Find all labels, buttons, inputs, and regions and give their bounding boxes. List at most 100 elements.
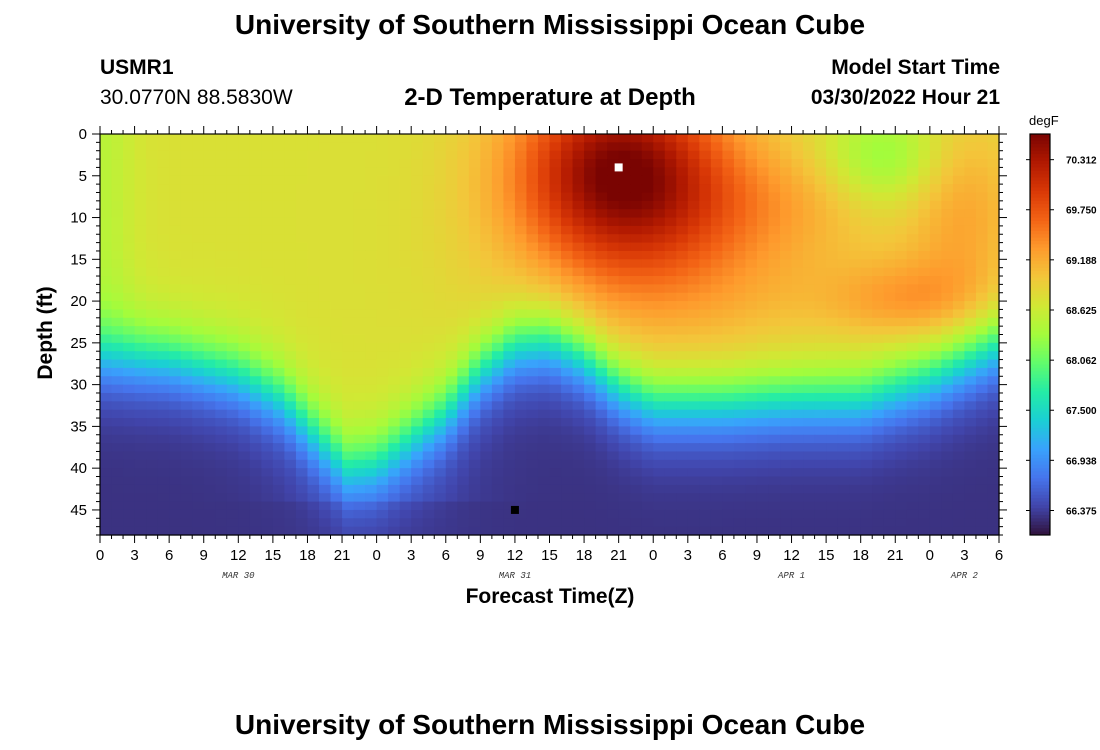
heatmap-cell (537, 150, 551, 160)
heatmap-cell (399, 451, 412, 461)
heatmap-cell (803, 409, 816, 419)
heatmap-cell (111, 459, 124, 469)
heatmap-cell (422, 326, 435, 336)
heatmap-cell (699, 259, 712, 269)
heatmap-cell (526, 309, 539, 319)
heatmap-cell (803, 476, 816, 486)
heatmap-cell (514, 342, 528, 352)
heatmap-cell (756, 509, 770, 519)
heatmap-cell (826, 292, 839, 302)
colorbar-segment (1030, 267, 1050, 272)
heatmap-cell (895, 426, 908, 436)
heatmap-cell (537, 234, 551, 244)
heatmap-cell (411, 175, 424, 185)
heatmap-cell (526, 159, 539, 169)
heatmap-cell (376, 326, 389, 336)
heatmap-cell (123, 459, 136, 469)
heatmap-cell (699, 526, 712, 536)
heatmap-cell (849, 509, 862, 519)
heatmap-cell (146, 509, 159, 519)
heatmap-cell (676, 167, 689, 177)
heatmap-cell (537, 526, 551, 536)
heatmap-cell (641, 367, 654, 377)
heatmap-cell (480, 175, 493, 185)
heatmap-cell (722, 501, 735, 511)
heatmap-cell (192, 217, 205, 227)
heatmap-cell (295, 259, 309, 269)
heatmap-cell (584, 509, 597, 519)
heatmap-cell (549, 359, 562, 369)
heatmap-cell (987, 301, 1000, 311)
heatmap-cell (457, 392, 470, 402)
heatmap-cell (537, 351, 551, 361)
heatmap-cell (318, 175, 332, 185)
heatmap-cell (123, 217, 136, 227)
heatmap-cell (342, 334, 355, 344)
heatmap-cell (791, 150, 804, 160)
heatmap-cell (584, 175, 597, 185)
heatmap-cell (883, 326, 896, 336)
heatmap-cell (803, 301, 816, 311)
heatmap-cell (952, 326, 966, 336)
heatmap-cell (203, 250, 216, 260)
heatmap-cell (849, 192, 862, 202)
heatmap-cell (526, 451, 539, 461)
heatmap-cell (457, 234, 470, 244)
heatmap-cell (261, 501, 274, 511)
heatmap-cell (803, 526, 816, 536)
heatmap-cell (849, 309, 862, 319)
heatmap-cell (618, 284, 631, 294)
colorbar-segment (1030, 441, 1050, 446)
heatmap-cell (249, 200, 262, 210)
heatmap-cell (503, 192, 516, 202)
heatmap-cell (376, 384, 389, 394)
heatmap-cell (503, 351, 516, 361)
heatmap-cell (134, 351, 147, 361)
heatmap-cell (146, 242, 159, 252)
heatmap-cell (468, 518, 481, 528)
heatmap-cell (284, 443, 297, 453)
heatmap-cell (641, 484, 654, 494)
heatmap-cell (399, 468, 412, 478)
heatmap-cell (157, 167, 170, 177)
heatmap-cell (491, 426, 504, 436)
heatmap-cell (261, 518, 274, 528)
heatmap-cell (353, 418, 366, 427)
heatmap-cell (537, 209, 551, 219)
heatmap-cell (445, 493, 458, 503)
heatmap-cell (872, 242, 885, 252)
heatmap-cell (226, 518, 239, 528)
heatmap-cell (964, 451, 977, 461)
heatmap-cell (388, 351, 401, 361)
heatmap-cell (445, 509, 458, 519)
heatmap-cell (457, 376, 470, 386)
heatmap-cell (353, 225, 366, 235)
heatmap-cell (918, 443, 931, 453)
heatmap-cell (537, 326, 551, 336)
heatmap-cell (595, 292, 608, 302)
heatmap-cell (261, 468, 274, 478)
heatmap-cell (918, 167, 931, 177)
heatmap-cell (307, 292, 320, 302)
heatmap-cell (918, 150, 931, 160)
heatmap-cell (676, 259, 689, 269)
colorbar-segment (1030, 331, 1050, 335)
heatmap-cell (549, 159, 562, 169)
heatmap-cell (480, 392, 493, 402)
heatmap-cell (215, 267, 228, 277)
heatmap-cell (457, 150, 470, 160)
heatmap-cell (169, 225, 182, 235)
heatmap-cell (445, 167, 458, 177)
heatmap-cell (157, 242, 170, 252)
heatmap-cell (180, 175, 193, 185)
heatmap-cell (826, 459, 839, 469)
heatmap-cell (468, 134, 481, 143)
heatmap-cell (826, 476, 839, 486)
heatmap-cell (756, 459, 770, 469)
heatmap-cell (318, 225, 332, 235)
heatmap-cell (664, 301, 677, 311)
heatmap-cell (906, 200, 919, 210)
heatmap-cell (883, 250, 896, 260)
heatmap-cell (238, 142, 251, 152)
heatmap-cell (733, 409, 747, 419)
